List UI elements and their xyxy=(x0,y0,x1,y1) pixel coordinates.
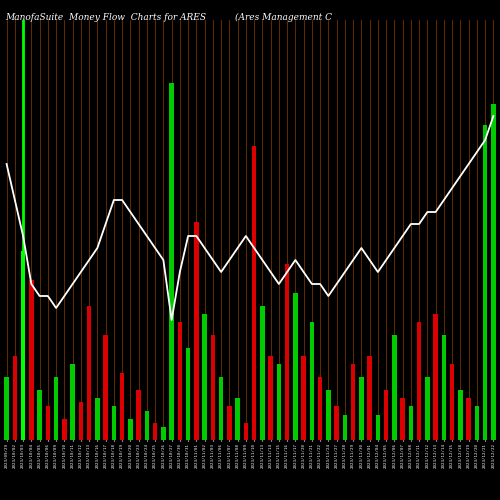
Bar xyxy=(12,356,17,440)
Bar xyxy=(120,373,124,440)
Bar xyxy=(252,146,256,440)
Bar xyxy=(210,335,215,440)
Bar xyxy=(466,398,471,440)
Bar xyxy=(293,293,298,440)
Bar xyxy=(384,390,388,440)
Bar xyxy=(425,377,430,440)
Bar xyxy=(104,335,108,440)
Bar xyxy=(4,377,9,440)
Bar xyxy=(227,406,232,440)
Bar xyxy=(368,356,372,440)
Bar xyxy=(244,423,248,440)
Bar xyxy=(302,356,306,440)
Bar xyxy=(342,415,347,440)
Bar xyxy=(112,406,116,440)
Bar xyxy=(128,419,132,440)
Bar xyxy=(483,125,488,440)
Bar xyxy=(54,377,58,440)
Bar xyxy=(318,377,322,440)
Bar xyxy=(70,364,75,440)
Bar xyxy=(417,322,422,440)
Bar xyxy=(450,364,454,440)
Bar xyxy=(392,335,396,440)
Bar xyxy=(186,348,190,440)
Text: ManofaSuite  Money Flow  Charts for ARES: ManofaSuite Money Flow Charts for ARES xyxy=(5,12,206,22)
Bar xyxy=(400,398,405,440)
Bar xyxy=(474,406,479,440)
Bar xyxy=(458,390,462,440)
Bar xyxy=(326,390,330,440)
Text: (Ares Management C: (Ares Management C xyxy=(235,12,332,22)
Bar xyxy=(202,314,207,440)
Bar xyxy=(95,398,100,440)
Bar xyxy=(268,356,273,440)
Bar xyxy=(359,377,364,440)
Bar xyxy=(78,402,83,440)
Bar xyxy=(170,83,174,440)
Bar xyxy=(29,280,34,440)
Bar xyxy=(408,406,413,440)
Bar xyxy=(434,314,438,440)
Bar xyxy=(334,406,339,440)
Bar xyxy=(62,419,66,440)
Bar xyxy=(161,428,166,440)
Bar xyxy=(376,415,380,440)
Bar xyxy=(178,322,182,440)
Bar xyxy=(136,390,141,440)
Bar xyxy=(219,377,224,440)
Bar xyxy=(153,423,158,440)
Bar xyxy=(21,251,25,440)
Bar xyxy=(310,322,314,440)
Bar xyxy=(194,222,198,440)
Bar xyxy=(144,410,149,440)
Bar xyxy=(442,335,446,440)
Bar xyxy=(491,104,496,440)
Bar xyxy=(276,364,281,440)
Bar xyxy=(351,364,356,440)
Bar xyxy=(236,398,240,440)
Bar xyxy=(38,390,42,440)
Bar xyxy=(285,264,290,440)
Bar xyxy=(260,306,264,440)
Bar xyxy=(87,306,92,440)
Bar xyxy=(46,406,50,440)
